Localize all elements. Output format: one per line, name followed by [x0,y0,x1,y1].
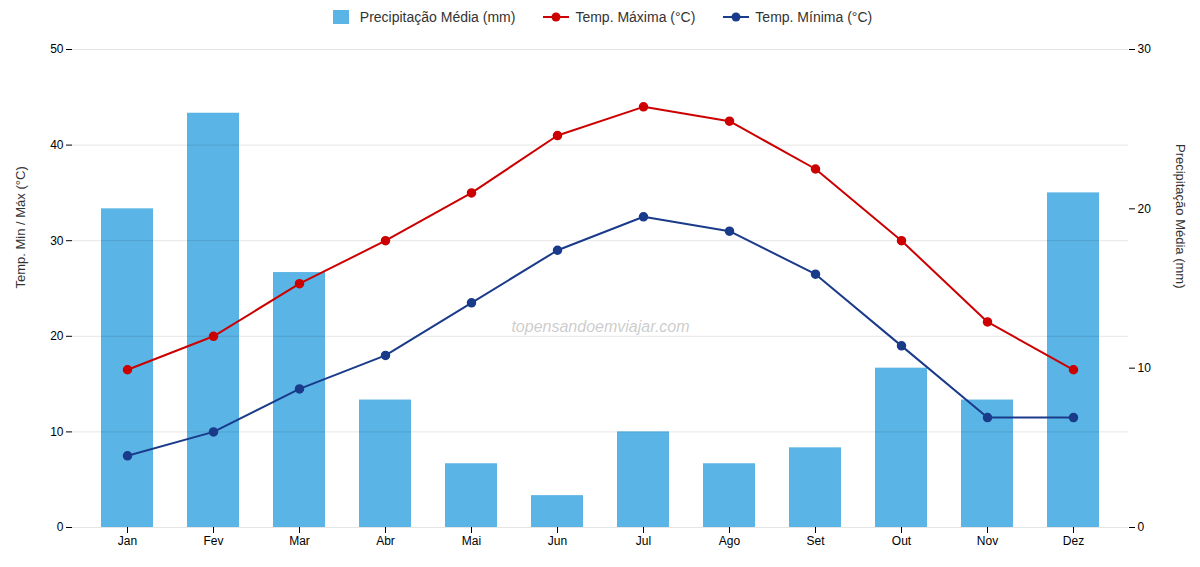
svg-text:Fev: Fev [203,534,223,548]
svg-text:Nov: Nov [977,534,998,548]
svg-text:Temp. Min / Máx (°C): Temp. Min / Máx (°C) [13,166,28,288]
svg-text:Jan: Jan [118,534,137,548]
svg-text:20: 20 [50,329,64,343]
svg-text:Mai: Mai [462,534,481,548]
svg-text:Ago: Ago [719,534,741,548]
svg-text:Precipitação Média (mm): Precipitação Média (mm) [1173,144,1188,289]
svg-text:30: 30 [50,234,64,248]
svg-text:10: 10 [50,425,64,439]
html-text:Precipitação Média (mm): Precipitação Média (mm) [359,9,516,25]
svg-text:20: 20 [1138,202,1152,216]
svg-text:Abr: Abr [376,534,395,548]
svg-text:40: 40 [50,138,64,152]
svg-text:50: 50 [50,42,64,56]
svg-text:30: 30 [1138,42,1152,56]
svg-text:Out: Out [892,534,912,548]
svg-text:Jun: Jun [548,534,567,548]
svg-text:Mar: Mar [289,534,310,548]
html-text:Temp. Máxima (°C): Temp. Máxima (°C) [575,9,696,25]
svg-text:topensandoemviajar.com: topensandoemviajar.com [511,318,689,335]
svg-text:0: 0 [1138,520,1145,534]
svg-text:Dez: Dez [1063,534,1084,548]
svg-text:Jul: Jul [636,534,651,548]
svg-text:Set: Set [806,534,825,548]
svg-text:10: 10 [1138,361,1152,375]
svg-text:0: 0 [57,520,64,534]
html-text:Temp. Mínima (°C): Temp. Mínima (°C) [755,9,873,25]
